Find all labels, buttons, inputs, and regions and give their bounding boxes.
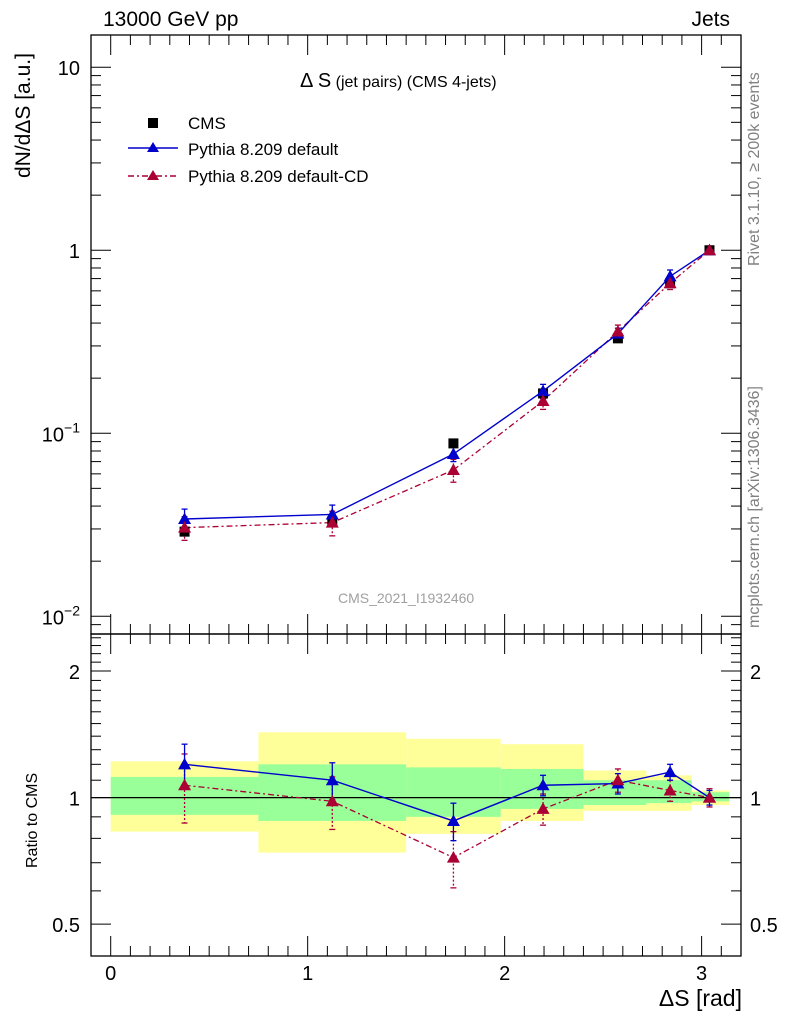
- ratio-default-point-1: [325, 773, 339, 786]
- main-cd-point-6: [702, 243, 716, 256]
- main-plot-frame: [90, 34, 742, 635]
- main-cd-point-1: [325, 516, 339, 528]
- legend-cms-marker: [148, 118, 158, 128]
- analysis-watermark: CMS_2021_I1932460: [338, 590, 475, 606]
- main-default-point-3: [536, 384, 550, 397]
- main-default-point-5: [663, 269, 677, 282]
- ratio-y-tick-label-right-0: 2: [750, 662, 761, 684]
- main-cd-point-3: [536, 394, 550, 407]
- plot-title: Δ S (jet pairs) (CMS 4-jets): [300, 70, 497, 93]
- main-y-tick-label-0: 10: [58, 58, 80, 80]
- x-axis-label: ΔS [rad]: [658, 985, 742, 1011]
- main-default-point-1: [325, 507, 339, 520]
- main-cd-point-0: [178, 521, 192, 533]
- main-cms-point-2: [448, 438, 459, 449]
- main-cd-point-2: [446, 463, 460, 475]
- main-y-tick-label-1: 1: [69, 241, 80, 263]
- header-right-label: Jets: [691, 8, 730, 31]
- plot-title-detail: (jet pairs) (CMS 4-jets): [335, 74, 497, 91]
- x-tick-label-3: 3: [696, 963, 707, 985]
- plot-title-main: Δ S: [300, 70, 332, 92]
- ratio-y-tick-label-left-0: 2: [69, 662, 80, 684]
- ratio-default-point-2: [446, 814, 460, 826]
- ratio-default-point-5: [663, 765, 677, 778]
- x-tick-label-1: 1: [302, 963, 313, 985]
- main-y-tick-label-2: 10−1: [42, 419, 80, 446]
- main-cd-point-5: [663, 276, 677, 289]
- main-cd-line: [184, 249, 710, 529]
- legend-cms-label: CMS: [188, 114, 226, 133]
- main-default-point-2: [446, 447, 460, 460]
- ratio-cd-point-0: [178, 778, 192, 791]
- x-tick-label-2: 2: [499, 963, 510, 985]
- ratio-cd-point-2: [446, 851, 460, 863]
- main-default-point-0: [178, 512, 192, 524]
- ratio-y-tick-label-left-1: 1: [69, 789, 80, 811]
- ratio-cd-point-1: [325, 794, 339, 807]
- ratio-y-tick-label-right-1: 1: [750, 789, 761, 811]
- ratio-y-tick-label-left-2: 0.5: [52, 915, 80, 937]
- main-cd-point-4: [611, 324, 625, 337]
- ratio-cd-point-4: [611, 773, 625, 786]
- main-y-tick-label-3: 10−2: [42, 602, 80, 629]
- legend-cd-marker: [147, 170, 159, 180]
- ratio-cd-point-3: [536, 802, 550, 814]
- ratio-default-point-0: [178, 757, 192, 770]
- legend-default-marker: [147, 142, 159, 152]
- ratio-default-point-3: [536, 778, 550, 791]
- main-default-line: [184, 249, 710, 520]
- ratio-plot-frame: [90, 633, 742, 957]
- legend-cd-label: Pythia 8.209 default-CD: [188, 167, 369, 186]
- ratio-y-tick-label-right-2: 0.5: [750, 915, 778, 937]
- legend-default-label: Pythia 8.209 default: [188, 140, 339, 159]
- ratio-cd-point-5: [663, 783, 677, 796]
- x-tick-label-0: 0: [105, 963, 116, 985]
- header-left-label: 13000 GeV pp: [103, 8, 239, 31]
- ratio-cd-point-6: [702, 791, 716, 803]
